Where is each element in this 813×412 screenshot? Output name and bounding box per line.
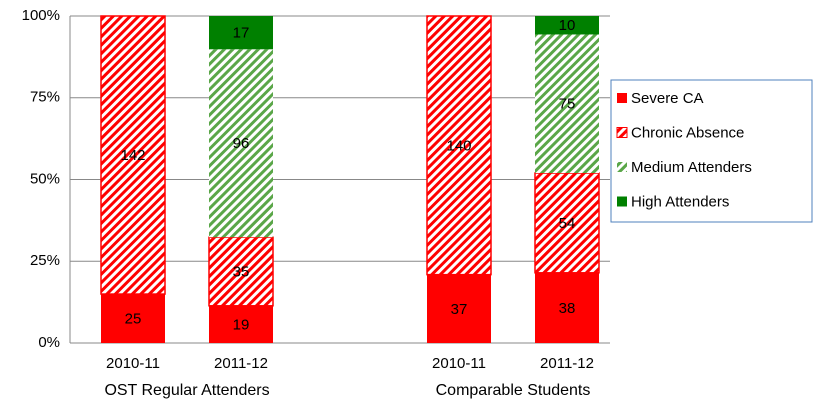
legend-label: Chronic Absence xyxy=(631,124,744,141)
data-label: 19 xyxy=(233,316,250,333)
data-label: 96 xyxy=(233,135,250,152)
data-label: 38 xyxy=(559,300,576,317)
x-tick-label: 2010-11 xyxy=(432,355,486,372)
bar-segment xyxy=(101,294,165,343)
bar-segment xyxy=(209,49,273,238)
x-tick-label: 2010-11 xyxy=(106,355,160,372)
legend-label: High Attenders xyxy=(631,193,729,210)
bar-segment xyxy=(209,16,273,50)
legend-swatch xyxy=(617,93,627,103)
legend-label: Severe CA xyxy=(631,90,704,107)
legend-box xyxy=(610,79,813,223)
bar-segment xyxy=(426,15,492,276)
bar-segment xyxy=(535,16,599,35)
data-label: 140 xyxy=(446,137,471,154)
bar-segment xyxy=(535,34,599,174)
bar-segment xyxy=(100,15,166,295)
data-label: 35 xyxy=(233,263,250,280)
y-tick-label: 100% xyxy=(22,7,60,24)
bar-segment xyxy=(427,274,491,343)
legend-swatch xyxy=(617,162,627,172)
x-tick-label: 2011-12 xyxy=(214,355,268,372)
y-tick-label: 0% xyxy=(38,334,60,351)
data-label: 37 xyxy=(451,301,468,318)
group-label: Comparable Students xyxy=(436,382,591,399)
data-label: 17 xyxy=(233,25,250,42)
y-tick-label: 25% xyxy=(30,252,60,269)
y-tick-label: 75% xyxy=(30,89,60,106)
x-tick-label: 2011-12 xyxy=(540,355,594,372)
data-label: 54 xyxy=(559,215,576,232)
data-label: 142 xyxy=(120,147,145,164)
bar-segment xyxy=(535,272,599,343)
legend-swatch xyxy=(617,196,627,207)
y-tick-label: 50% xyxy=(30,170,60,187)
legend-label: Medium Attenders xyxy=(631,159,752,176)
legend-swatch xyxy=(616,127,628,138)
data-label: 10 xyxy=(559,17,576,34)
group-label: OST Regular Attenders xyxy=(104,382,269,399)
data-label: 75 xyxy=(559,96,576,113)
bar-segment xyxy=(209,305,273,343)
data-label: 25 xyxy=(125,310,142,327)
